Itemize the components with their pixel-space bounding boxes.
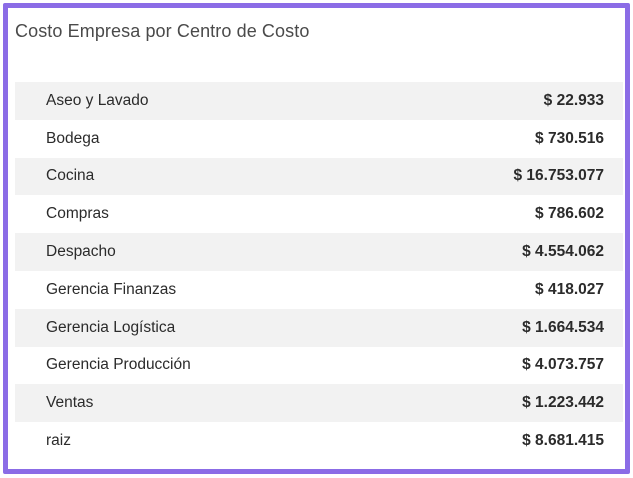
row-value: $ 730.516 — [535, 129, 604, 147]
row-value: $ 418.027 — [535, 280, 604, 298]
row-value: $ 1.664.534 — [522, 318, 604, 336]
table-row: Cocina $ 16.753.077 — [15, 157, 623, 196]
table-row: Aseo y Lavado $ 22.933 — [15, 82, 623, 120]
widget-title: Costo Empresa por Centro de Costo — [15, 21, 310, 41]
table-row: raiz $ 8.681.415 — [15, 422, 623, 460]
table-row: Bodega $ 730.516 — [15, 119, 623, 158]
table-row: Ventas $ 1.223.442 — [15, 384, 623, 423]
table-row: Gerencia Finanzas $ 418.027 — [15, 270, 623, 309]
row-label: raiz — [46, 432, 71, 450]
row-label: Aseo y Lavado — [46, 91, 149, 109]
table-row: Compras $ 786.602 — [15, 195, 623, 234]
row-label: Despacho — [46, 243, 116, 261]
row-value: $ 22.933 — [543, 91, 604, 109]
row-label: Ventas — [46, 394, 94, 412]
row-value: $ 16.753.077 — [513, 167, 604, 185]
row-label: Bodega — [46, 129, 100, 147]
row-label: Gerencia Producción — [46, 356, 191, 374]
row-value: $ 1.223.442 — [522, 394, 604, 412]
row-value: $ 8.681.415 — [522, 432, 604, 450]
row-label: Cocina — [46, 167, 95, 185]
row-label: Compras — [46, 205, 109, 223]
row-label: Gerencia Logística — [46, 318, 176, 336]
table-row: Gerencia Producción $ 4.073.757 — [15, 346, 623, 385]
row-label: Gerencia Finanzas — [46, 280, 177, 298]
table-row: Despacho $ 4.554.062 — [15, 233, 623, 271]
cost-center-table: Aseo y Lavado $ 22.933 Bodega $ 730.516 … — [15, 82, 623, 460]
row-value: $ 786.602 — [535, 205, 604, 223]
row-value: $ 4.073.757 — [522, 356, 604, 374]
table-row: Gerencia Logística $ 1.664.534 — [15, 308, 623, 347]
cost-center-widget: Costo Empresa por Centro de Costo Aseo y… — [3, 3, 630, 474]
row-value: $ 4.554.062 — [522, 243, 604, 261]
